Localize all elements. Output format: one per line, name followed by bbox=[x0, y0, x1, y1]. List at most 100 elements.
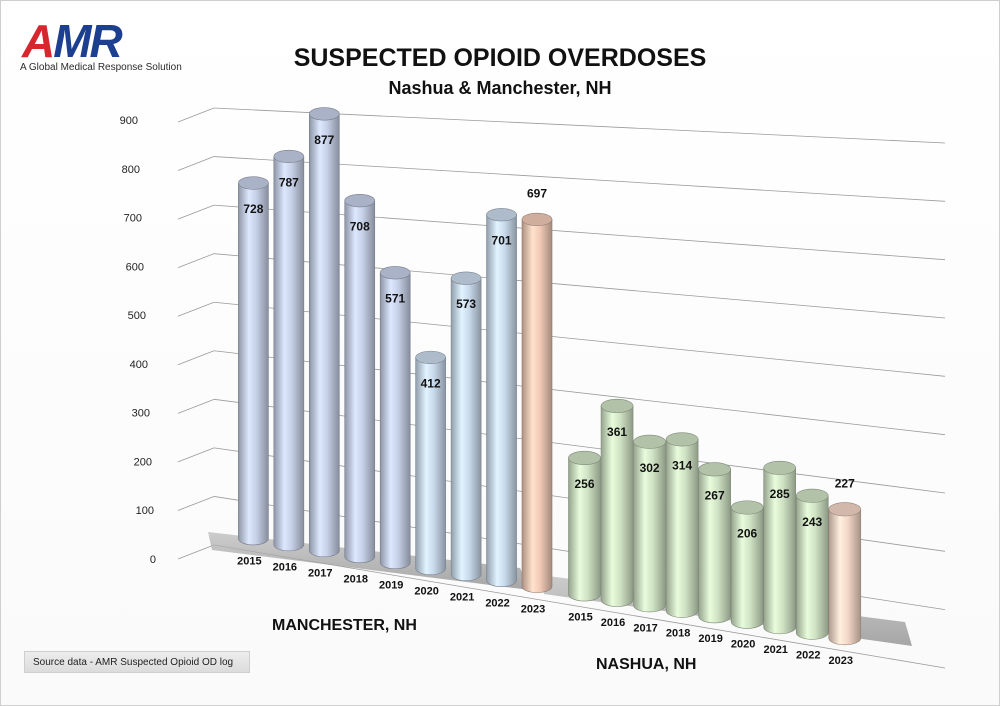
y-tick-label: 600 bbox=[126, 261, 144, 273]
group-label-manchester: MANCHESTER, NH bbox=[272, 617, 417, 634]
value-label-manchester-2023: 697 bbox=[527, 186, 547, 200]
y-tick-label: 100 bbox=[136, 505, 154, 517]
bar-body bbox=[238, 182, 269, 546]
category-label-nashua-2022: 2022 bbox=[796, 650, 820, 662]
bar-cap bbox=[273, 149, 305, 164]
bar-body bbox=[633, 441, 666, 613]
value-label-manchester-2016: 787 bbox=[279, 175, 299, 189]
bar-body bbox=[568, 457, 601, 602]
bar-cap bbox=[521, 212, 553, 227]
bar-body bbox=[828, 508, 862, 646]
bar-cap bbox=[486, 208, 517, 222]
value-label-manchester-2017: 877 bbox=[314, 133, 334, 147]
bar-cap bbox=[379, 266, 411, 280]
bar-manchester-2015 bbox=[238, 176, 269, 546]
bar-manchester-2020 bbox=[415, 350, 446, 575]
y-tick-label: 800 bbox=[122, 164, 140, 176]
category-label-manchester-2019: 2019 bbox=[379, 579, 403, 591]
bar-nashua-2015 bbox=[568, 450, 601, 602]
bar-cap bbox=[238, 176, 269, 190]
category-label-manchester-2023: 2023 bbox=[521, 603, 545, 615]
bar-body bbox=[379, 272, 411, 570]
y-tick-label: 900 bbox=[120, 115, 138, 127]
group-label-nashua: NASHUA, NH bbox=[596, 656, 696, 673]
bar-body bbox=[450, 277, 482, 581]
bar-cap bbox=[763, 460, 797, 475]
bar-manchester-2019 bbox=[379, 266, 411, 570]
category-label-manchester-2015: 2015 bbox=[237, 556, 261, 568]
category-label-nashua-2015: 2015 bbox=[568, 611, 592, 623]
bar-body bbox=[763, 467, 797, 635]
chart-title: SUSPECTED OPIOID OVERDOSES bbox=[293, 44, 707, 72]
value-label-manchester-2020: 412 bbox=[421, 376, 441, 390]
tick-mark bbox=[177, 107, 215, 123]
y-tick-label: 200 bbox=[134, 456, 152, 468]
bar-cap bbox=[568, 450, 601, 465]
bar-nashua-2021 bbox=[763, 460, 797, 635]
y-tick-label: 700 bbox=[124, 213, 142, 225]
tick-mark bbox=[177, 398, 215, 414]
tick-mark bbox=[177, 544, 215, 560]
category-label-nashua-2019: 2019 bbox=[698, 633, 722, 645]
category-label-nashua-2018: 2018 bbox=[666, 628, 690, 640]
value-label-nashua-2020: 206 bbox=[737, 526, 757, 540]
tick-mark bbox=[177, 301, 215, 317]
bar-body bbox=[344, 200, 376, 564]
bar-nashua-2017 bbox=[633, 434, 666, 613]
bar-body bbox=[665, 439, 699, 618]
value-label-nashua-2023: 227 bbox=[835, 476, 855, 490]
bar-nashua-2016 bbox=[600, 398, 634, 607]
category-label-nashua-2021: 2021 bbox=[763, 644, 787, 656]
bar-nashua-2018 bbox=[665, 432, 699, 618]
value-label-nashua-2015: 256 bbox=[575, 477, 595, 491]
tick-mark bbox=[177, 496, 215, 511]
bar-nashua-2022 bbox=[795, 488, 829, 640]
value-label-nashua-2019: 267 bbox=[705, 488, 725, 502]
bar-body bbox=[600, 405, 634, 607]
tick-mark bbox=[177, 204, 215, 220]
category-label-nashua-2020: 2020 bbox=[731, 639, 755, 651]
category-label-manchester-2017: 2017 bbox=[308, 568, 332, 580]
category-label-manchester-2016: 2016 bbox=[273, 562, 297, 574]
y-tick-label: 400 bbox=[130, 359, 148, 371]
bar-body bbox=[698, 469, 731, 624]
value-label-nashua-2021: 285 bbox=[770, 487, 790, 501]
value-label-manchester-2015: 728 bbox=[243, 202, 263, 216]
bar-cap bbox=[633, 434, 666, 449]
category-label-manchester-2018: 2018 bbox=[344, 573, 368, 585]
category-label-manchester-2021: 2021 bbox=[450, 591, 474, 603]
bar-body bbox=[415, 357, 446, 575]
value-label-nashua-2018: 314 bbox=[672, 458, 692, 472]
bar-manchester-2022 bbox=[486, 208, 517, 587]
bar-cap bbox=[600, 398, 634, 413]
bar-cap bbox=[730, 500, 764, 515]
value-label-nashua-2022: 243 bbox=[802, 515, 822, 529]
source-note: Source data - AMR Suspected Opioid OD lo… bbox=[24, 651, 250, 673]
value-label-manchester-2019: 571 bbox=[385, 292, 405, 306]
bar-cap bbox=[344, 194, 376, 208]
category-label-nashua-2016: 2016 bbox=[601, 617, 625, 629]
tick-mark bbox=[177, 350, 215, 366]
y-tick-label: 0 bbox=[150, 554, 156, 566]
bar-cap bbox=[415, 350, 446, 365]
bar-cap bbox=[450, 271, 482, 285]
bar-cap bbox=[828, 502, 862, 517]
bar-manchester-2016 bbox=[273, 149, 305, 552]
bar-body bbox=[486, 214, 517, 587]
bar-body bbox=[795, 495, 829, 640]
bar-cap bbox=[698, 462, 731, 477]
bar-manchester-2017 bbox=[308, 107, 340, 558]
y-tick-label: 500 bbox=[128, 310, 146, 322]
bar-nashua-2023 bbox=[828, 502, 862, 646]
value-label-manchester-2021: 573 bbox=[456, 297, 476, 311]
bar-manchester-2023 bbox=[521, 212, 553, 593]
value-label-nashua-2016: 361 bbox=[607, 425, 627, 439]
bar-cap bbox=[665, 432, 699, 447]
logo-tagline: A Global Medical Response Solution bbox=[20, 62, 182, 73]
bar-nashua-2019 bbox=[698, 462, 731, 624]
y-tick-label: 300 bbox=[132, 408, 150, 420]
tick-mark bbox=[177, 447, 215, 463]
category-label-nashua-2023: 2023 bbox=[829, 655, 853, 667]
category-label-manchester-2022: 2022 bbox=[485, 597, 509, 609]
